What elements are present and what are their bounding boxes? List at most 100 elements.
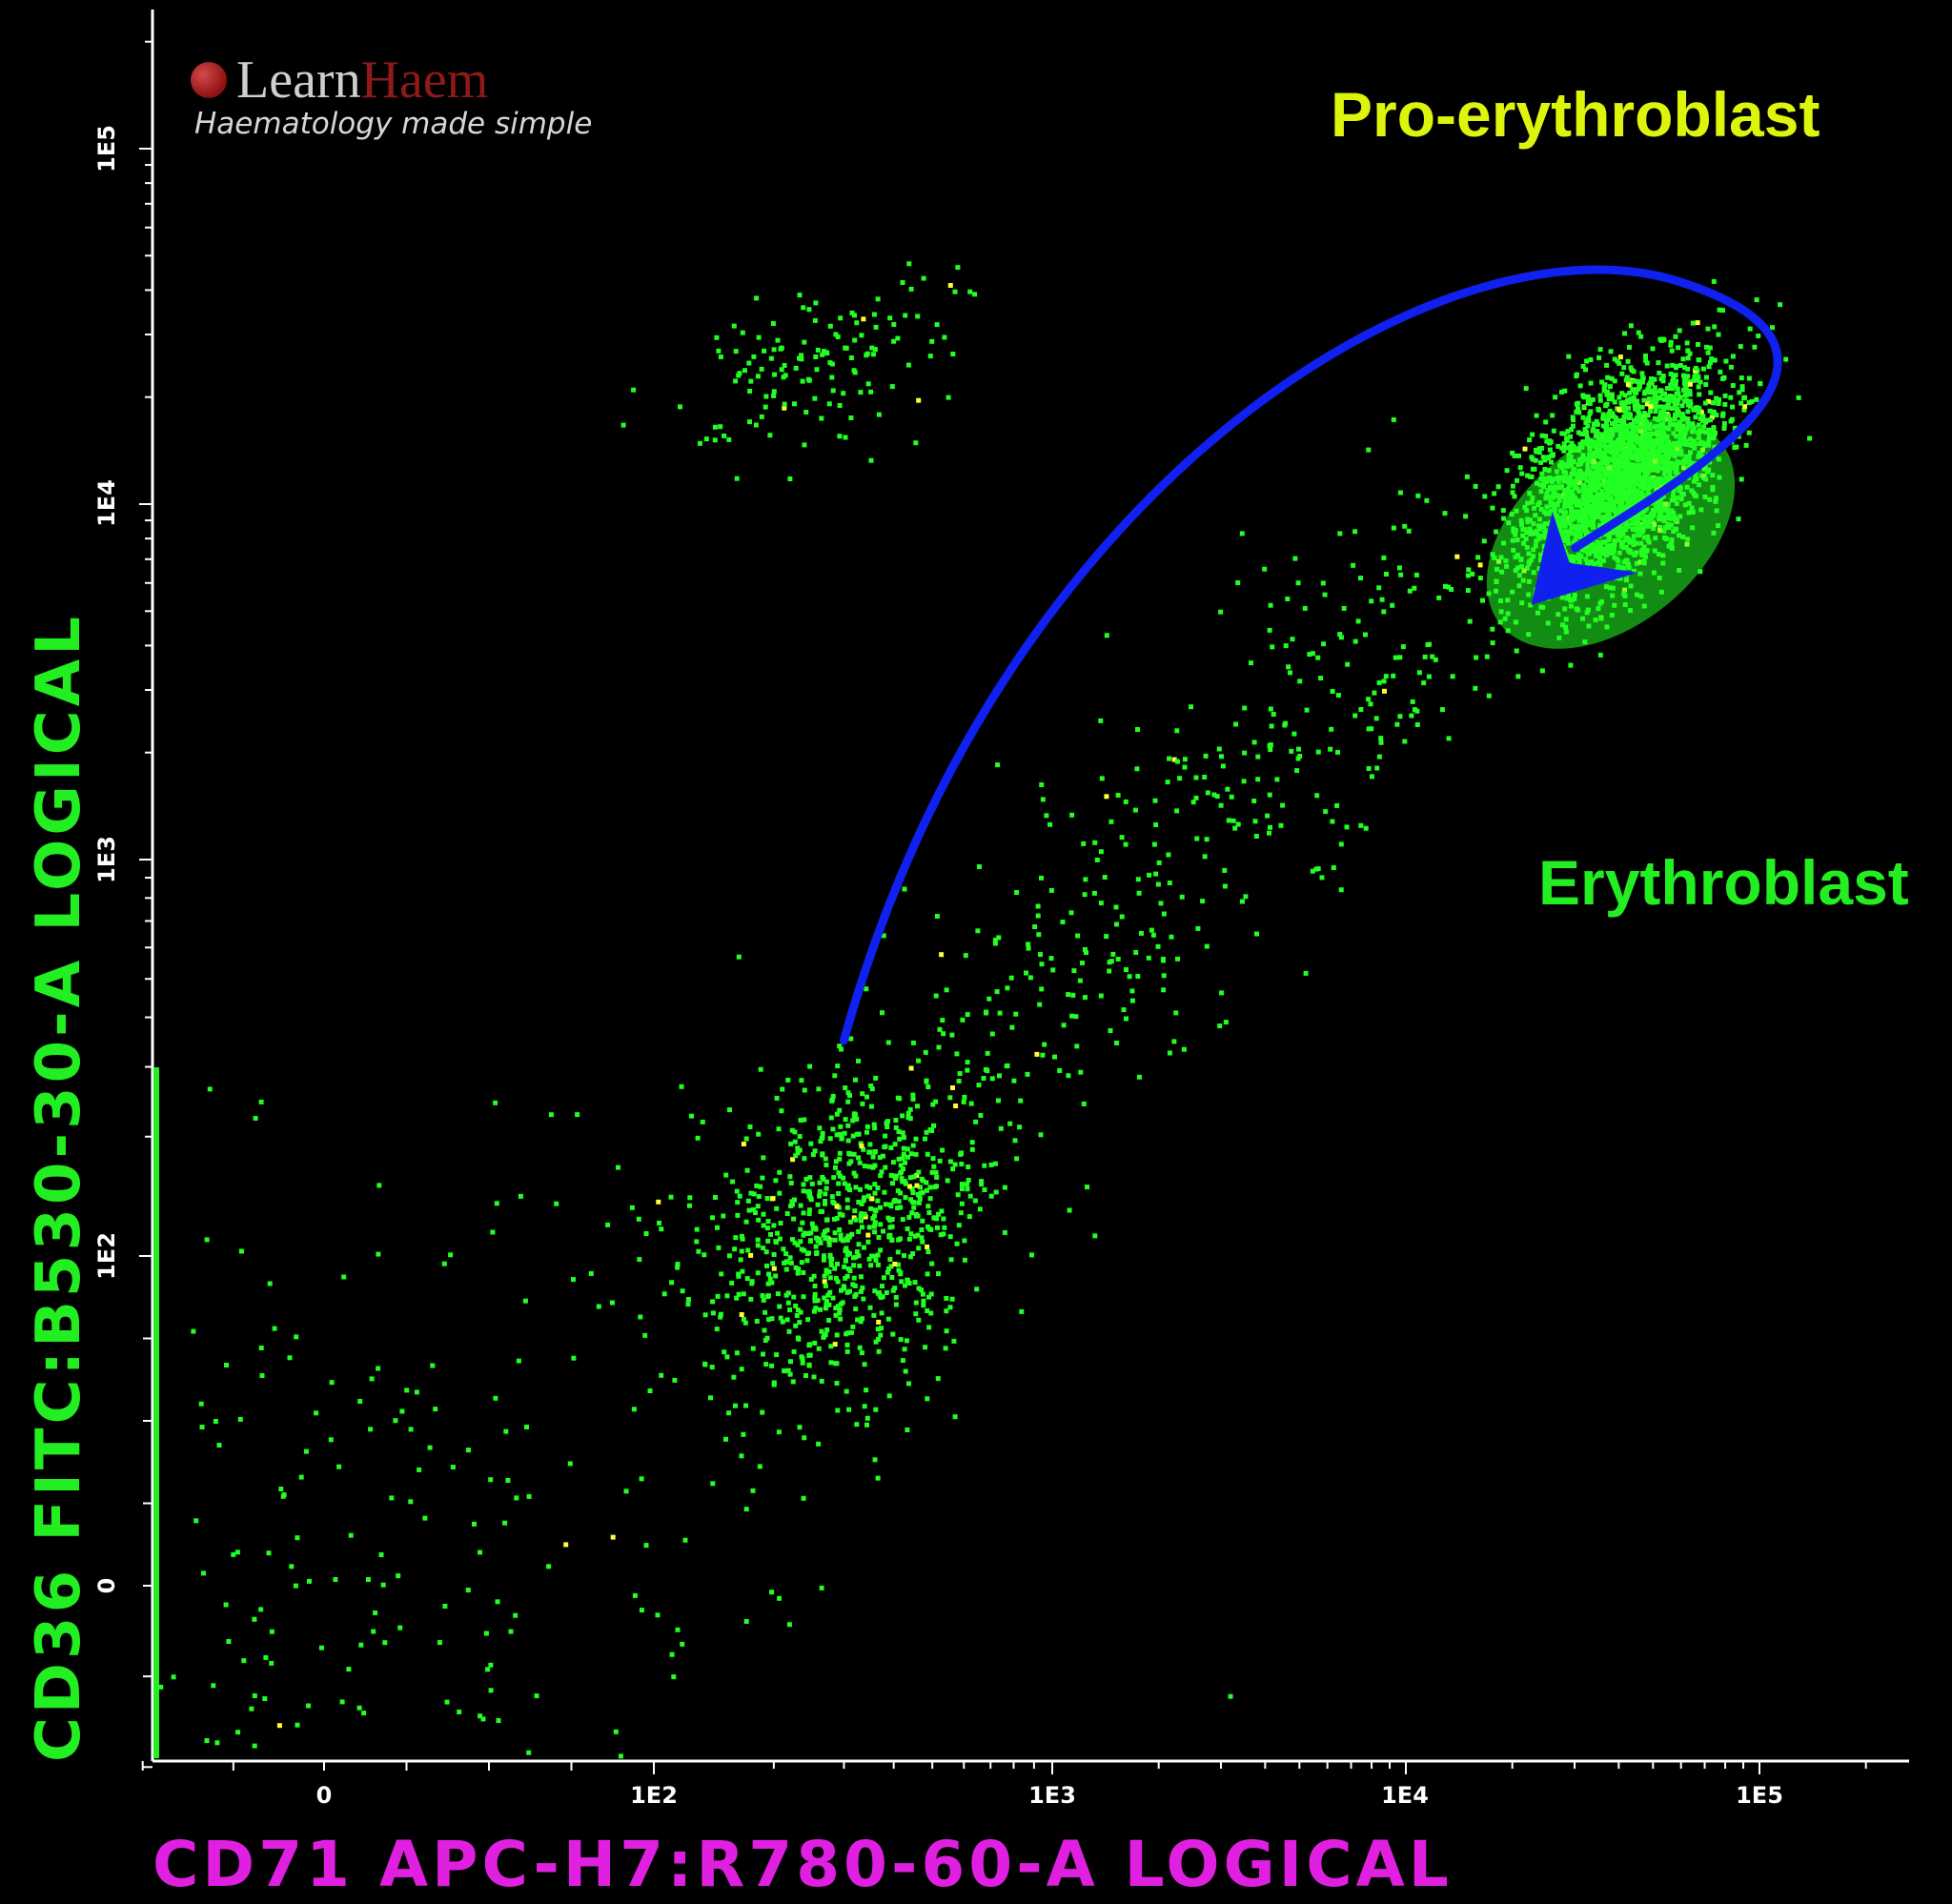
event-point (1235, 580, 1241, 585)
event-point (710, 1310, 716, 1316)
event-point (949, 1296, 955, 1302)
event-point (1127, 974, 1132, 980)
event-point (795, 1242, 801, 1247)
event-point (1515, 477, 1519, 483)
event-point (1595, 429, 1600, 435)
event-point (427, 1445, 433, 1450)
event-point (896, 1156, 902, 1162)
event-point (1698, 415, 1703, 421)
event-point (1577, 441, 1583, 447)
event-point (842, 1264, 847, 1269)
event-point (844, 1205, 850, 1210)
event-point (776, 1126, 782, 1132)
event-point (870, 1216, 876, 1222)
event-point (905, 1146, 910, 1152)
event-point (295, 1535, 300, 1541)
event-point (858, 1213, 864, 1219)
event-point (947, 1095, 953, 1101)
event-point (795, 1270, 801, 1276)
event-point (920, 1218, 925, 1224)
event-point (1098, 901, 1104, 906)
event-point (1568, 434, 1573, 439)
event-point (972, 292, 978, 297)
event-point (1607, 408, 1613, 414)
event-point (1121, 1007, 1127, 1013)
event-point (924, 1180, 929, 1185)
event-point (852, 337, 858, 343)
event-point (839, 1136, 844, 1142)
event-point (813, 300, 819, 306)
event-point (1696, 422, 1701, 428)
event-point (680, 1641, 685, 1647)
event-point (1078, 1069, 1084, 1075)
event-point (1421, 680, 1427, 686)
event-point (747, 389, 753, 394)
event-point (1048, 956, 1054, 962)
event-point (790, 1237, 795, 1243)
event-point (830, 388, 836, 394)
event-point (851, 1170, 857, 1176)
event-point (929, 1261, 935, 1266)
event-point (1449, 587, 1454, 592)
event-point (655, 1612, 661, 1618)
event-point (871, 1312, 877, 1318)
event-point (396, 1573, 401, 1579)
event-point (1297, 679, 1303, 684)
event-point (1219, 754, 1224, 760)
event-point (790, 1157, 796, 1163)
event-point (1621, 419, 1627, 425)
event-point (253, 1116, 258, 1121)
event-point (237, 1416, 243, 1422)
event-point (815, 347, 821, 353)
event-point (276, 1723, 282, 1729)
event-point (1218, 609, 1224, 615)
event-point (1436, 595, 1442, 600)
event-point (906, 1236, 912, 1242)
event-point (941, 1231, 946, 1237)
event-point (741, 1431, 746, 1437)
event-point (1597, 347, 1603, 353)
event-point (1685, 348, 1691, 354)
event-point (856, 1200, 862, 1205)
event-point (892, 1262, 898, 1266)
y-tick-label: 1E3 (93, 836, 120, 883)
event-point (820, 1130, 825, 1136)
event-point (1014, 1156, 1020, 1162)
event-point (747, 419, 752, 425)
event-point (959, 1201, 965, 1206)
event-point (1653, 409, 1658, 415)
event-point (779, 345, 784, 351)
event-point (880, 1153, 885, 1159)
event-point (669, 1651, 675, 1657)
x-tick-label: 1E4 (1381, 1782, 1429, 1809)
event-point (861, 316, 866, 322)
event-point (1291, 731, 1297, 737)
event-point (1098, 849, 1104, 855)
event-point (718, 354, 723, 359)
event-point (1681, 398, 1687, 404)
event-point (840, 1300, 845, 1306)
event-point (748, 1190, 754, 1196)
event-point (938, 1232, 944, 1238)
event-point (958, 1151, 964, 1157)
event-point (771, 389, 777, 395)
event-point (748, 1252, 754, 1258)
event-point (861, 1198, 866, 1204)
event-point (820, 1208, 824, 1214)
event-point (937, 1158, 943, 1164)
event-point (1716, 401, 1721, 406)
event-point (1568, 444, 1574, 450)
event-point (819, 1585, 824, 1590)
event-point (864, 1387, 869, 1393)
event-point (824, 350, 829, 355)
event-point (868, 1104, 874, 1109)
event-point (1580, 439, 1586, 445)
event-point (880, 1294, 885, 1300)
event-point (743, 1619, 749, 1624)
event-point (397, 1625, 403, 1631)
event-point (263, 1654, 269, 1660)
event-point (841, 1238, 845, 1244)
event-point (472, 1521, 477, 1527)
event-point (1706, 364, 1712, 370)
event-point (966, 1178, 971, 1183)
